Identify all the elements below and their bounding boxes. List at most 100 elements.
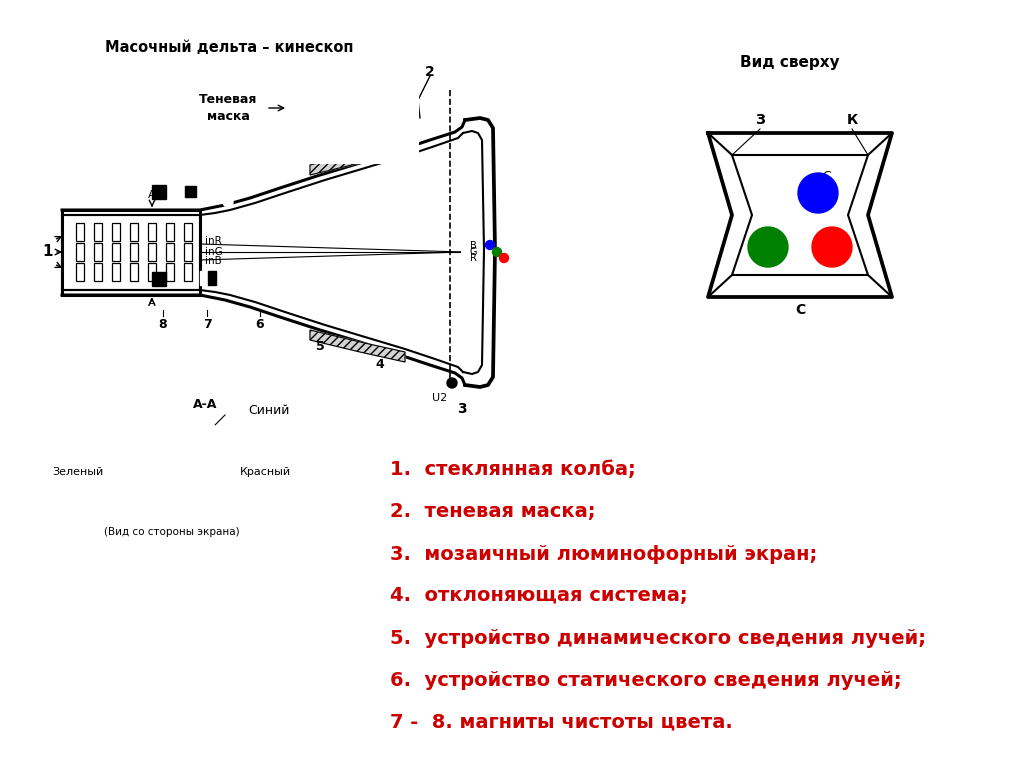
Text: 6.  устройство статического сведения лучей;: 6. устройство статического сведения луче… — [390, 670, 901, 690]
Bar — [288, 85, 418, 163]
Circle shape — [253, 286, 265, 298]
Polygon shape — [184, 243, 193, 261]
Text: А-А: А-А — [193, 399, 217, 412]
Text: Зеленый: Зеленый — [53, 467, 104, 477]
Text: А: А — [148, 190, 156, 200]
Polygon shape — [130, 243, 138, 261]
Polygon shape — [148, 243, 156, 261]
Text: 4: 4 — [376, 358, 384, 371]
Circle shape — [462, 256, 467, 260]
Bar — [185, 186, 196, 197]
Polygon shape — [112, 223, 120, 241]
Circle shape — [317, 91, 331, 104]
Text: С: С — [795, 303, 805, 317]
Circle shape — [296, 141, 308, 154]
Polygon shape — [184, 263, 193, 281]
Polygon shape — [166, 243, 174, 261]
Circle shape — [165, 433, 179, 447]
Bar — [248, 262, 270, 282]
Polygon shape — [94, 223, 102, 241]
Text: N: N — [201, 274, 207, 283]
Text: G: G — [470, 247, 477, 257]
Text: Теневая
маска: Теневая маска — [199, 93, 257, 123]
Circle shape — [340, 124, 352, 137]
Polygon shape — [94, 243, 102, 261]
Polygon shape — [94, 263, 102, 281]
Circle shape — [462, 250, 467, 254]
Bar — [220, 178, 236, 194]
Circle shape — [340, 91, 352, 104]
Circle shape — [361, 141, 375, 154]
Circle shape — [296, 91, 308, 104]
Text: 2.  теневая маска;: 2. теневая маска; — [390, 502, 596, 521]
Circle shape — [143, 475, 157, 489]
Circle shape — [187, 475, 201, 489]
Polygon shape — [76, 223, 84, 241]
Polygon shape — [112, 263, 120, 281]
Circle shape — [317, 124, 331, 137]
Text: 5: 5 — [315, 340, 325, 353]
Text: inG: inG — [205, 247, 223, 257]
Text: Красный: Красный — [240, 467, 291, 477]
Text: 6: 6 — [256, 318, 264, 331]
Text: А: А — [148, 298, 156, 308]
Circle shape — [296, 124, 308, 137]
Circle shape — [384, 141, 396, 154]
Text: inR: inR — [205, 236, 222, 246]
Polygon shape — [130, 263, 138, 281]
Text: B: B — [470, 241, 477, 251]
Circle shape — [223, 197, 233, 207]
Circle shape — [798, 173, 838, 213]
Circle shape — [340, 108, 352, 121]
Polygon shape — [76, 263, 84, 281]
Polygon shape — [112, 243, 120, 261]
Circle shape — [485, 240, 495, 250]
Bar — [200, 271, 208, 285]
Text: 3.  мозаичный люминофорный экран;: 3. мозаичный люминофорный экран; — [390, 545, 817, 564]
Circle shape — [493, 247, 502, 257]
Text: Синий: Синий — [248, 403, 290, 416]
Circle shape — [361, 124, 375, 137]
Text: 1: 1 — [43, 244, 53, 260]
Polygon shape — [166, 223, 174, 241]
Text: 7: 7 — [203, 318, 211, 331]
Circle shape — [340, 141, 352, 154]
Text: R: R — [470, 253, 477, 263]
Text: 4.  отклоняющая система;: 4. отклоняющая система; — [390, 587, 688, 605]
Polygon shape — [166, 263, 174, 281]
Polygon shape — [184, 223, 193, 241]
Text: 1.  стеклянная колба;: 1. стеклянная колба; — [390, 461, 636, 479]
Circle shape — [317, 141, 331, 154]
Polygon shape — [148, 223, 156, 241]
Text: Масочный дельта – кинескоп: Масочный дельта – кинескоп — [105, 41, 353, 55]
Circle shape — [361, 91, 375, 104]
Text: 7 -  8. магниты чистоты цвета.: 7 - 8. магниты чистоты цвета. — [390, 713, 733, 731]
Bar — [152, 272, 166, 286]
Circle shape — [317, 108, 331, 121]
Circle shape — [361, 108, 375, 121]
Text: inB: inB — [205, 256, 222, 266]
Text: S: S — [210, 274, 214, 283]
Circle shape — [812, 227, 852, 267]
Circle shape — [462, 243, 467, 249]
Polygon shape — [310, 143, 406, 175]
Polygon shape — [148, 263, 156, 281]
Circle shape — [384, 91, 396, 104]
Text: З: З — [755, 113, 765, 127]
Circle shape — [384, 124, 396, 137]
Text: (Вид со стороны экрана): (Вид со стороны экрана) — [104, 527, 240, 537]
Text: U2: U2 — [432, 393, 447, 403]
Text: Вид сверху: Вид сверху — [740, 55, 840, 69]
Text: 3: 3 — [457, 402, 467, 416]
Circle shape — [447, 378, 457, 388]
Circle shape — [296, 108, 308, 121]
Polygon shape — [76, 243, 84, 261]
Circle shape — [384, 108, 396, 121]
Circle shape — [748, 227, 788, 267]
Circle shape — [500, 253, 509, 263]
Bar — [208, 271, 216, 285]
Text: К: К — [831, 240, 842, 253]
Text: 2: 2 — [425, 65, 435, 79]
Text: 5.  устройство динамического сведения лучей;: 5. устройство динамического сведения луч… — [390, 628, 926, 647]
Text: С: С — [822, 170, 830, 184]
